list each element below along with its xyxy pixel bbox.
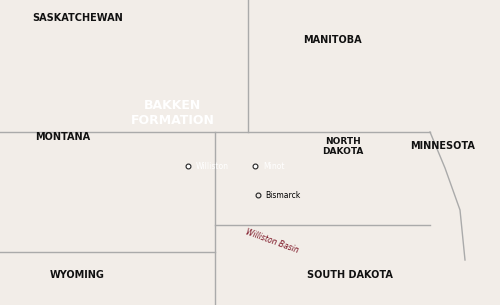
Text: WYOMING: WYOMING	[50, 270, 105, 279]
Text: BAKKEN
FORMATION: BAKKEN FORMATION	[130, 99, 214, 127]
Text: MINNESOTA: MINNESOTA	[410, 142, 475, 151]
Text: Minot: Minot	[263, 162, 284, 171]
Text: MONTANA: MONTANA	[35, 132, 90, 142]
Text: MANITOBA: MANITOBA	[303, 35, 362, 45]
Text: Williston Basin: Williston Basin	[245, 227, 300, 255]
Text: NORTH
DAKOTA: NORTH DAKOTA	[322, 137, 363, 156]
Text: SOUTH DAKOTA: SOUTH DAKOTA	[307, 270, 393, 279]
Text: SASKATCHEWAN: SASKATCHEWAN	[32, 13, 123, 23]
Text: Williston: Williston	[196, 162, 228, 171]
Text: Bismarck: Bismarck	[266, 191, 301, 200]
